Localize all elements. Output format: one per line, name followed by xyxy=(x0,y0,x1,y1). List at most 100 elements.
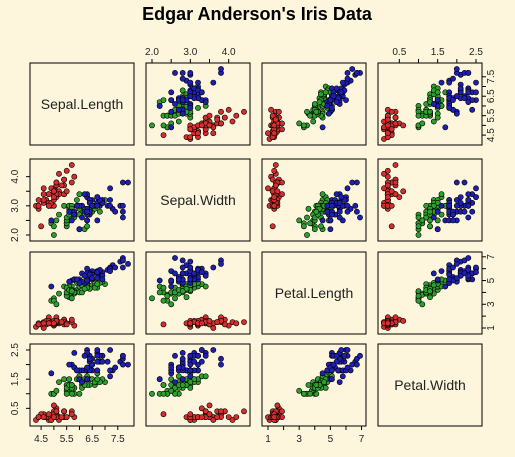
point-setosa xyxy=(388,223,395,230)
bottom-axis-sepal-length: 4.5 5.5 6.5 7.5 xyxy=(34,426,125,445)
point-setosa xyxy=(241,408,247,415)
point-versicolor xyxy=(202,373,209,380)
point-setosa xyxy=(45,202,52,209)
point-versicolor xyxy=(97,208,103,215)
point-setosa xyxy=(241,108,247,115)
point-versicolor xyxy=(160,122,167,129)
point-versicolor xyxy=(316,99,323,105)
point-versicolor xyxy=(56,211,62,218)
right-axis-petal-length: 1 3 5 7 xyxy=(482,254,497,331)
point-virginica xyxy=(349,179,356,186)
point-setosa xyxy=(388,188,395,195)
point-versicolor xyxy=(427,288,433,295)
point-setosa xyxy=(40,185,47,192)
tick-label: 5 xyxy=(328,434,334,445)
point-virginica xyxy=(112,264,119,271)
bottom-axis-petal-length: 1 3 5 7 xyxy=(265,426,365,445)
point-virginica xyxy=(333,191,340,198)
tick-label: 7 xyxy=(486,254,497,260)
point-setosa xyxy=(384,173,391,180)
point-setosa xyxy=(381,185,387,192)
panel-grid: Sepal.Length Sepal.Width Petal.Length Petal… xyxy=(10,47,497,445)
point-setosa xyxy=(214,414,221,420)
point-versicolor xyxy=(305,205,312,212)
point-versicolor xyxy=(68,390,75,397)
point-versicolor xyxy=(319,191,326,198)
point-versicolor xyxy=(419,301,426,308)
point-setosa xyxy=(271,130,278,137)
point-versicolor xyxy=(415,232,422,238)
point-virginica xyxy=(89,275,96,282)
point-setosa xyxy=(198,405,205,412)
point-versicolor xyxy=(179,87,186,94)
point-setosa xyxy=(396,194,403,200)
point-virginica xyxy=(187,264,194,271)
point-virginica xyxy=(187,373,194,380)
tick-label: 1.5 xyxy=(431,47,445,58)
point-virginica xyxy=(94,358,101,365)
point-virginica xyxy=(89,202,96,209)
point-virginica xyxy=(195,79,201,86)
point-virginica xyxy=(339,373,346,380)
panel-frame xyxy=(145,251,251,335)
point-versicolor xyxy=(164,293,171,299)
point-setosa xyxy=(35,202,42,209)
point-versicolor xyxy=(168,376,175,383)
point-setosa xyxy=(381,170,387,177)
tick-label: 4.0 xyxy=(222,47,236,58)
point-virginica xyxy=(434,226,441,233)
point-setosa xyxy=(160,132,167,138)
point-virginica xyxy=(187,93,194,100)
point-virginica xyxy=(430,101,437,107)
point-setosa xyxy=(274,188,281,195)
point-setosa xyxy=(63,167,70,174)
panel-petal-length-vs-petal-width xyxy=(377,251,483,335)
point-versicolor xyxy=(187,379,194,385)
point-virginica xyxy=(168,108,175,115)
panel-frame xyxy=(29,62,135,146)
point-virginica xyxy=(172,379,178,385)
left-axis-petal-width: 0.5 1.5 2.5 xyxy=(10,343,30,415)
point-virginica xyxy=(89,361,96,368)
tick-label: 1 xyxy=(486,325,497,331)
point-virginica xyxy=(179,257,186,264)
point-versicolor xyxy=(300,223,307,230)
tick-label: 3.0 xyxy=(10,198,21,212)
point-versicolor xyxy=(430,282,437,289)
point-setosa xyxy=(53,179,60,186)
point-virginica xyxy=(107,268,113,274)
point-virginica xyxy=(473,194,479,200)
point-setosa xyxy=(384,130,391,137)
point-virginica xyxy=(202,272,209,279)
point-virginica xyxy=(434,208,441,215)
tick-label: 6.5 xyxy=(85,434,99,445)
point-versicolor xyxy=(53,387,60,394)
point-versicolor xyxy=(187,384,194,391)
point-setosa xyxy=(71,173,78,180)
tick-label: 2.0 xyxy=(10,228,21,242)
point-virginica xyxy=(195,361,201,368)
point-setosa xyxy=(384,116,391,123)
point-virginica xyxy=(344,347,351,353)
panel-frame xyxy=(261,251,367,335)
point-virginica xyxy=(473,185,479,192)
point-virginica xyxy=(327,217,334,224)
point-versicolor xyxy=(66,376,73,383)
point-virginica xyxy=(179,349,186,356)
point-virginica xyxy=(353,208,360,215)
point-virginica xyxy=(179,355,186,362)
point-virginica xyxy=(453,93,460,100)
point-virginica xyxy=(327,97,334,103)
point-virginica xyxy=(94,202,101,209)
point-setosa xyxy=(160,411,167,418)
point-virginica xyxy=(461,208,468,215)
point-virginica xyxy=(352,202,359,209)
point-virginica xyxy=(328,105,335,111)
point-versicolor xyxy=(415,214,422,221)
point-virginica xyxy=(344,208,351,215)
point-versicolor xyxy=(300,390,307,397)
point-virginica xyxy=(179,70,186,76)
point-versicolor xyxy=(76,390,83,397)
point-virginica xyxy=(349,66,356,72)
point-setosa xyxy=(384,182,391,189)
